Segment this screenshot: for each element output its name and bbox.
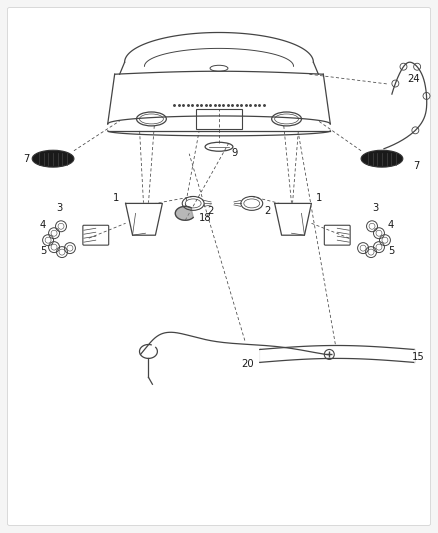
Text: 24: 24 [407, 74, 420, 84]
Text: 3: 3 [56, 204, 62, 213]
Text: 15: 15 [412, 352, 425, 362]
Text: 5: 5 [388, 246, 394, 256]
Text: 4: 4 [388, 220, 394, 230]
Text: 4: 4 [40, 220, 46, 230]
Polygon shape [175, 206, 193, 220]
Text: 2: 2 [207, 206, 213, 216]
Text: 7: 7 [23, 154, 29, 164]
Text: 9: 9 [232, 148, 238, 158]
Text: 18: 18 [199, 213, 212, 223]
FancyBboxPatch shape [7, 7, 431, 526]
Text: 20: 20 [241, 359, 254, 369]
Text: 5: 5 [40, 246, 46, 256]
Ellipse shape [361, 150, 403, 167]
Text: 1: 1 [316, 193, 322, 204]
Text: 1: 1 [113, 193, 119, 204]
Polygon shape [126, 204, 162, 235]
Polygon shape [275, 204, 311, 235]
Ellipse shape [32, 150, 74, 167]
Text: 3: 3 [372, 204, 378, 213]
Text: 2: 2 [265, 206, 271, 216]
Text: 7: 7 [413, 160, 420, 171]
